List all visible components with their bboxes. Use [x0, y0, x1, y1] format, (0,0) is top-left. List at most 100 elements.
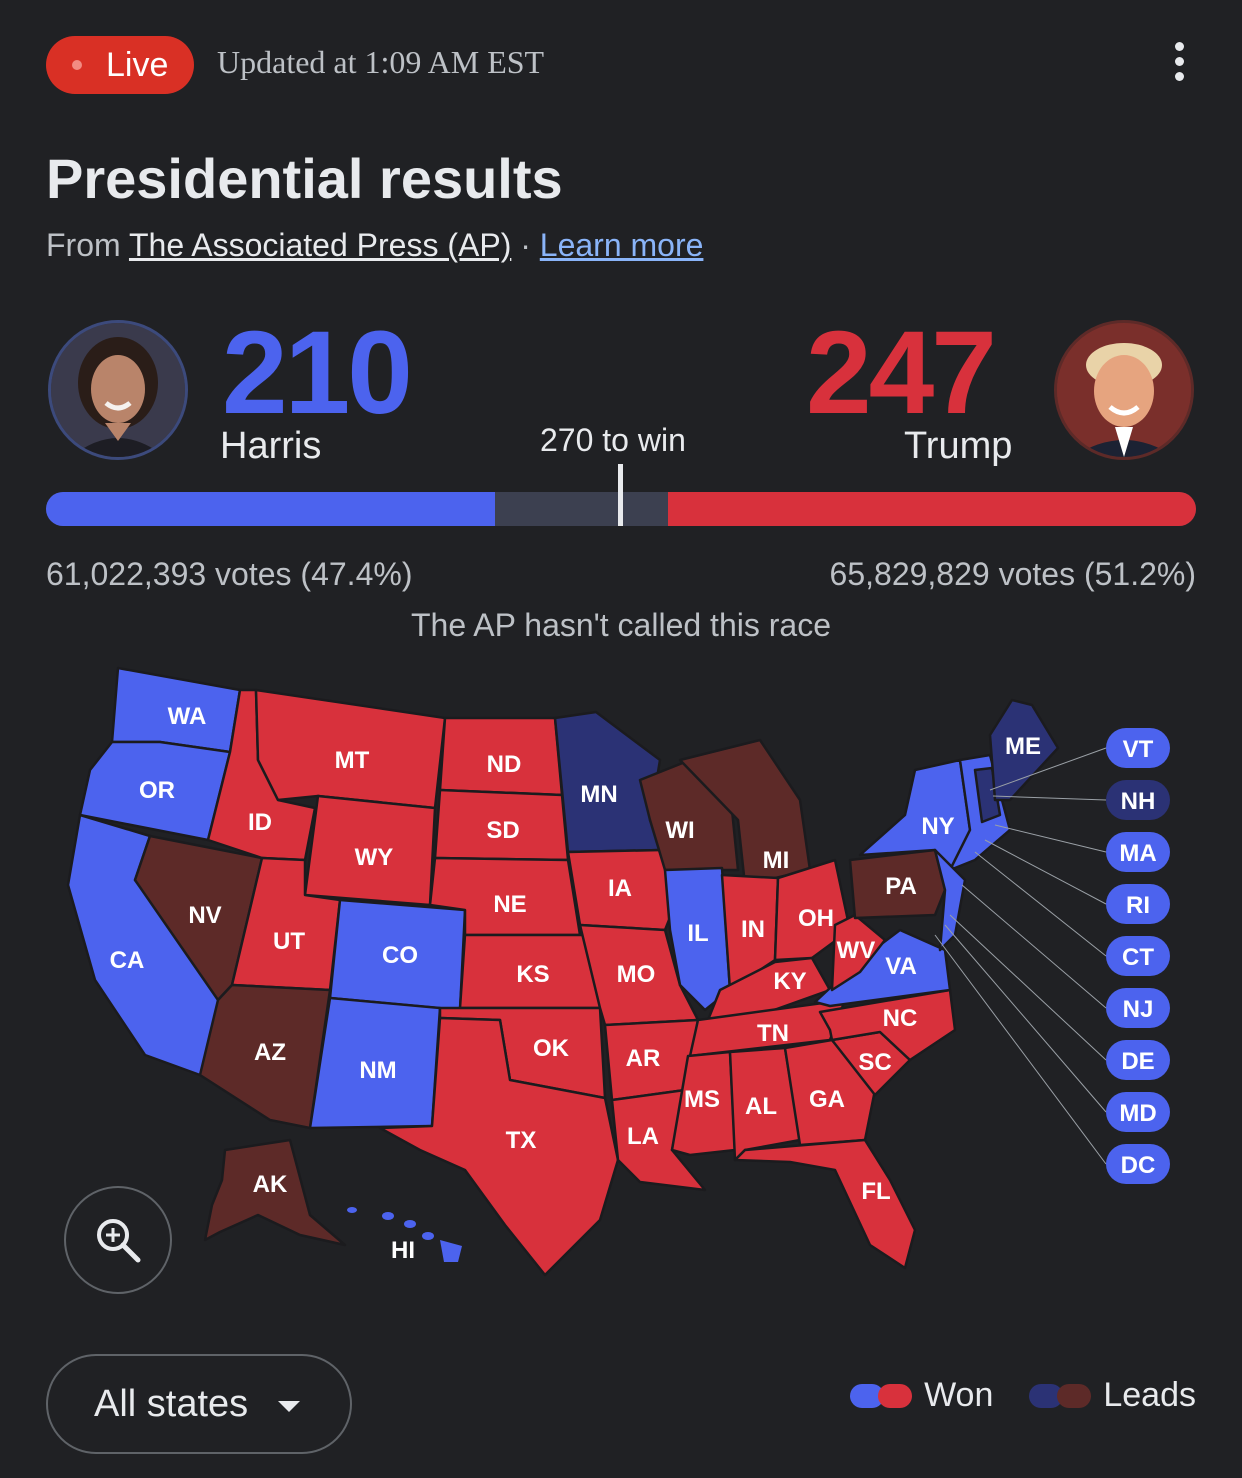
ap-link[interactable]: The Associated Press (AP) — [128, 227, 512, 263]
state-al[interactable] — [728, 1046, 802, 1162]
pill-ma[interactable]: MA — [1106, 832, 1170, 872]
label-id: ID — [248, 809, 272, 836]
label-la: LA — [627, 1123, 659, 1150]
learn-more-link[interactable]: Learn more — [539, 227, 704, 263]
legend-leads: Leads — [1103, 1376, 1196, 1414]
state-ak[interactable] — [203, 1138, 347, 1247]
state-tx[interactable] — [378, 1016, 620, 1277]
label-co: CO — [382, 942, 418, 969]
pill-nh[interactable]: NH — [1106, 780, 1170, 820]
label-az: AZ — [254, 1039, 286, 1066]
label-fl: FL — [861, 1178, 890, 1205]
label-ar: AR — [626, 1045, 661, 1072]
label-oh: OH — [798, 905, 834, 932]
label-nv: NV — [188, 902, 221, 929]
to-win-label: 270 to win — [540, 422, 686, 458]
label-ga: GA — [809, 1086, 845, 1113]
label-or: OR — [139, 777, 175, 804]
label-ne: NE — [493, 891, 526, 918]
pill-de[interactable]: DE — [1106, 1040, 1170, 1080]
label-wa: WA — [168, 703, 207, 730]
state-ms[interactable] — [670, 1050, 737, 1157]
label-ut: UT — [273, 928, 305, 955]
page-title: Presidential results — [46, 147, 563, 210]
race-status: The AP hasn't called this race — [411, 607, 831, 643]
source-line: From The Associated Press (AP) · Learn m… — [46, 227, 703, 264]
harris-popular-votes: 61,022,393 votes (47.4%) — [46, 556, 413, 592]
label-wv: WV — [837, 937, 876, 964]
label-hi: HI — [391, 1237, 415, 1264]
label-ok: OK — [533, 1035, 570, 1062]
state-filter-label: All states — [94, 1382, 249, 1425]
live-label: Live — [106, 45, 169, 84]
caret-down-icon — [278, 1400, 301, 1412]
label-tx: TX — [506, 1127, 537, 1154]
legend-won: Won — [924, 1376, 994, 1414]
trump-avatar — [1054, 320, 1194, 460]
label-mn: MN — [580, 781, 617, 808]
state-az[interactable] — [198, 983, 332, 1130]
pill-ct-label: CT — [1122, 944, 1154, 971]
pill-ma-label: MA — [1119, 840, 1156, 867]
pill-nj-label: NJ — [1123, 996, 1154, 1023]
label-pa: PA — [885, 873, 917, 900]
harris-bar-fill — [46, 492, 495, 526]
label-ms: MS — [684, 1086, 720, 1113]
label-ks: KS — [516, 961, 549, 988]
callout-lines — [934, 747, 1107, 1165]
live-badge: Live — [46, 36, 194, 94]
label-wi: WI — [665, 817, 694, 844]
label-va: VA — [885, 953, 917, 980]
live-dot-icon — [72, 60, 82, 70]
trump-bar-fill — [668, 492, 1196, 526]
won-swatches — [850, 1383, 913, 1408]
source-from: From — [46, 227, 121, 263]
label-sd: SD — [486, 817, 519, 844]
label-al: AL — [745, 1093, 777, 1120]
state-nj-de-md[interactable] — [933, 848, 967, 952]
label-ky: KY — [773, 968, 806, 995]
trump-name: Trump — [904, 425, 1013, 467]
us-electoral-map[interactable]: WA OR CA NV ID MT WY UT CO AZ NM ND SD N… — [0, 650, 1242, 1300]
state-filter-dropdown[interactable]: All states — [46, 1354, 352, 1454]
source-separator: · — [520, 227, 531, 263]
label-nc: NC — [883, 1005, 918, 1032]
pill-md-label: MD — [1119, 1100, 1156, 1127]
pill-dc[interactable]: DC — [1106, 1144, 1170, 1184]
label-ia: IA — [608, 875, 632, 902]
more-vert-icon[interactable] — [1166, 42, 1192, 84]
pill-nj[interactable]: NJ — [1106, 988, 1170, 1028]
label-mo: MO — [617, 961, 656, 988]
state-il[interactable] — [663, 866, 732, 1012]
label-ny: NY — [921, 813, 954, 840]
state-hi[interactable] — [347, 1207, 462, 1262]
harris-name: Harris — [220, 425, 322, 467]
state-nc[interactable] — [818, 988, 957, 1062]
rep-lead-swatch — [1057, 1383, 1092, 1408]
zoom-in-icon — [97, 1219, 141, 1263]
pill-ct[interactable]: CT — [1106, 936, 1170, 976]
pill-vt-label: VT — [1123, 736, 1154, 763]
state-me[interactable] — [988, 698, 1060, 802]
label-tn: TN — [757, 1020, 789, 1047]
label-ca: CA — [110, 947, 145, 974]
state-fl[interactable] — [733, 1138, 917, 1270]
label-in: IN — [741, 916, 765, 943]
pill-ri[interactable]: RI — [1106, 884, 1170, 924]
pill-ri-label: RI — [1126, 892, 1150, 919]
leads-swatches — [1029, 1383, 1092, 1408]
state-oh[interactable] — [773, 858, 852, 962]
label-nm: NM — [359, 1057, 396, 1084]
updated-timestamp: Updated at 1:09 AM EST — [217, 44, 545, 80]
zoom-in-button[interactable] — [64, 1186, 172, 1294]
label-mi: MI — [763, 847, 790, 874]
pill-vt[interactable]: VT — [1106, 728, 1170, 768]
label-sc: SC — [858, 1049, 891, 1076]
label-il: IL — [687, 920, 708, 947]
pill-md[interactable]: MD — [1106, 1092, 1170, 1132]
state-wv[interactable] — [830, 913, 887, 992]
pill-dc-label: DC — [1121, 1152, 1156, 1179]
trump-popular-votes: 65,829,829 votes (51.2%) — [829, 556, 1196, 592]
label-mt: MT — [335, 747, 370, 774]
harris-avatar — [48, 320, 188, 460]
